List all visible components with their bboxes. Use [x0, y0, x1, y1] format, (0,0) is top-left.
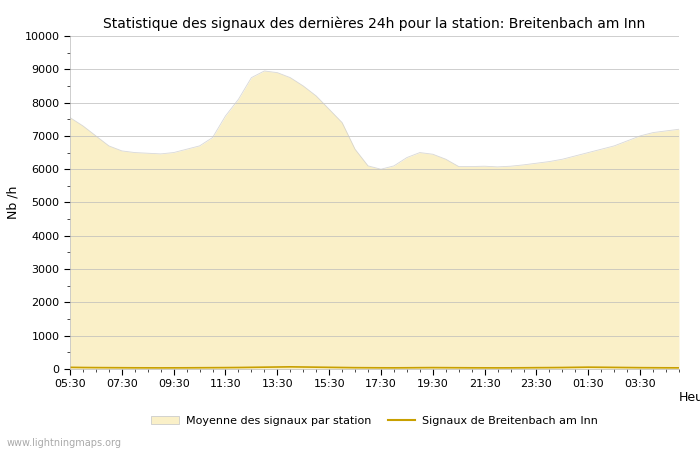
- X-axis label: Heure: Heure: [678, 391, 700, 404]
- Y-axis label: Nb /h: Nb /h: [6, 186, 19, 219]
- Text: www.lightningmaps.org: www.lightningmaps.org: [7, 438, 122, 448]
- Legend: Moyenne des signaux par station, Signaux de Breitenbach am Inn: Moyenne des signaux par station, Signaux…: [147, 411, 602, 430]
- Title: Statistique des signaux des dernières 24h pour la station: Breitenbach am Inn: Statistique des signaux des dernières 24…: [104, 16, 645, 31]
